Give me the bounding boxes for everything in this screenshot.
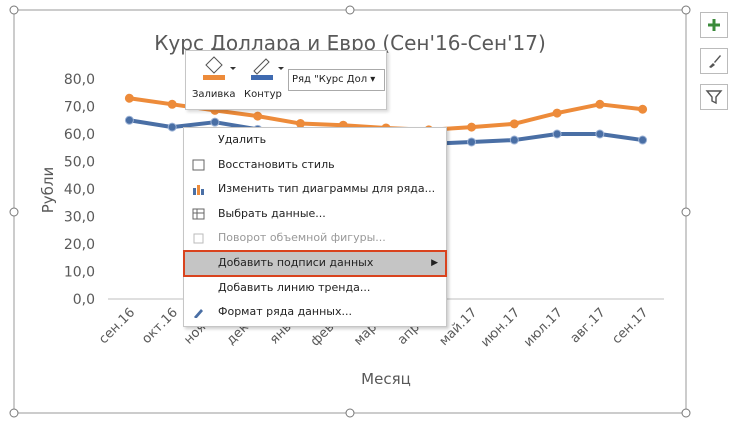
chart-styles-button[interactable] [700, 48, 728, 74]
y-tick-label: 30,0 [64, 210, 95, 226]
chart-elements-button[interactable] [700, 12, 728, 38]
data-point [638, 135, 648, 145]
y-tick-label: 70,0 [64, 100, 95, 116]
menu-item-text: Формат ряда данных... [218, 305, 352, 319]
fill-label[interactable]: Заливка [192, 89, 236, 100]
menu-item-text: Добавить подписи данных [218, 255, 374, 269]
y-axis-label: Рубли [39, 167, 57, 214]
menu-item-text: Изменить тип диаграммы для ряда... [218, 182, 436, 196]
data-point [509, 135, 519, 145]
series-select-text: Ряд "Курс Дол [292, 74, 368, 85]
menu-item[interactable]: Добавить линию тренда... [184, 276, 446, 301]
y-tick-label: 60,0 [64, 127, 95, 143]
menu-item[interactable]: Добавить подписи данных ▶ [183, 249, 447, 277]
mini-toolbar: Заливка Контур Ряд "Курс Дол ▾ [185, 50, 387, 110]
y-tick-label: 20,0 [64, 237, 95, 253]
x-axis-label: Месяц [361, 370, 411, 388]
data-point [552, 108, 562, 118]
y-tick-label: 10,0 [64, 265, 95, 281]
fill-icon[interactable] [200, 55, 260, 85]
menu-item-text: Добавить линию тренда... [218, 280, 371, 294]
menu-item[interactable]: Восстановить стиль [184, 153, 446, 178]
data-point [638, 104, 648, 114]
data-point [595, 129, 605, 139]
data-point [552, 129, 562, 139]
menu-item[interactable]: Формат ряда данных... [184, 300, 446, 325]
data-point [595, 99, 605, 109]
y-tick-label: 0,0 [73, 292, 95, 308]
context-menu: Удалить Восстановить стиль Изменить тип … [183, 127, 447, 327]
outline-icon[interactable] [248, 55, 308, 85]
menu-item[interactable]: Изменить тип диаграммы для ряда... [184, 177, 446, 202]
outline-label[interactable]: Контур [244, 89, 282, 100]
data-point [167, 99, 177, 109]
menu-item[interactable]: Удалить [184, 128, 446, 153]
menu-item-text: Удалить [218, 133, 267, 146]
menu-item[interactable]: Выбрать данные... [184, 202, 446, 227]
data-point [124, 115, 134, 125]
data-point [253, 111, 263, 121]
data-point [467, 137, 477, 147]
chart-filters-button[interactable] [700, 84, 728, 110]
menu-item-text: Восстановить стиль [218, 157, 335, 171]
menu-item: Поворот объемной фигуры... [184, 226, 446, 251]
data-point [124, 93, 134, 103]
y-tick-label: 80,0 [64, 72, 95, 88]
series-select[interactable]: Ряд "Курс Дол ▾ [288, 69, 385, 91]
menu-item-text: Поворот объемной фигуры... [218, 231, 386, 245]
data-point [167, 122, 177, 132]
y-tick-label: 40,0 [64, 182, 95, 198]
y-tick-label: 50,0 [64, 155, 95, 171]
data-point [467, 122, 477, 132]
menu-item-text: Выбрать данные... [218, 206, 326, 220]
data-point [210, 117, 220, 127]
resize-handles [9, 5, 691, 418]
data-point [509, 119, 519, 129]
